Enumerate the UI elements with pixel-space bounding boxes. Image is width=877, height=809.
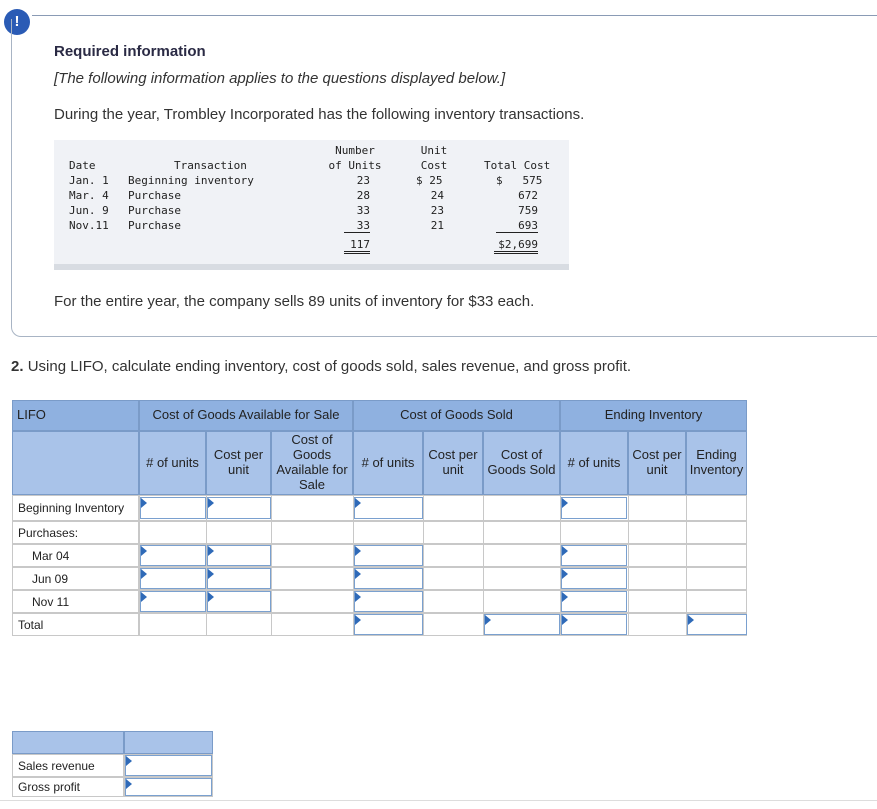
sales-note: For the entire year, the company sells 8… (54, 293, 535, 310)
total-cogs-units-input[interactable] (354, 614, 423, 635)
col-divider (206, 495, 207, 636)
mar-ei-units-input[interactable] (561, 545, 627, 566)
row-label-header (12, 431, 139, 495)
nov-cogs-units-input[interactable] (354, 591, 423, 612)
beginning-cogs-units-input[interactable] (354, 497, 423, 519)
row-total: Total (12, 613, 139, 636)
grid-row (139, 613, 747, 636)
question-number: 2. (11, 358, 24, 375)
info-panel (11, 19, 877, 337)
row-nov-11: Nov 11 (12, 590, 139, 613)
col-divider (353, 495, 354, 636)
row-total: 693 (496, 219, 538, 233)
row-mar-04: Mar 04 (12, 544, 139, 567)
total-cost-header: Total Cost (484, 159, 551, 172)
row-unit-cost: 21 (430, 219, 444, 232)
col-divider (628, 495, 629, 636)
ei-col-header: Ending Inventory (686, 431, 747, 495)
row-total: 672 (518, 189, 538, 202)
ending-group-header: Ending Inventory (560, 400, 747, 431)
row-units: 23 (356, 174, 370, 187)
cost-per-unit-col-header: Cost per unit (206, 431, 271, 495)
row-date: Mar. 4 (69, 189, 109, 202)
row-date: Jan. 1 (69, 174, 109, 187)
cost-header-1: Unit (420, 144, 448, 157)
gross-profit-label: Gross profit (12, 777, 124, 797)
total-ei-units-input[interactable] (561, 614, 627, 635)
nov-cost-per-unit-input[interactable] (207, 591, 271, 612)
col-divider (423, 495, 424, 636)
divider (32, 15, 877, 16)
row-units: 33 (356, 204, 370, 217)
cogs-group-header: Cost of Goods Sold (353, 400, 560, 431)
sales-revenue-input[interactable] (125, 755, 212, 776)
sales-revenue-label: Sales revenue (12, 754, 124, 777)
gross-profit-input[interactable] (125, 778, 212, 796)
col-divider (271, 495, 272, 636)
row-unit-cost: 23 (430, 204, 444, 217)
info-note: [The following information applies to th… (54, 70, 506, 87)
beginning-units-input[interactable] (140, 497, 206, 519)
required-info-title: Required information (54, 43, 206, 60)
row-beginning-inventory: Beginning Inventory (12, 495, 139, 521)
page-divider (0, 800, 877, 801)
intro-text: During the year, Trombley Incorporated h… (54, 106, 585, 123)
beginning-ei-units-input[interactable] (561, 497, 627, 519)
row-units: 33 (344, 219, 370, 233)
lifo-method-label: LIFO (12, 400, 139, 431)
jun-cogs-units-input[interactable] (354, 568, 423, 589)
transaction-header: Transaction (174, 159, 247, 172)
mar-cost-per-unit-input[interactable] (207, 545, 271, 566)
cogs-units-col-header: # of units (353, 431, 423, 495)
cogs-cost-per-unit-col-header: Cost per unit (423, 431, 483, 495)
row-transaction: Purchase (128, 219, 181, 232)
row-units: 28 (356, 189, 370, 202)
units-header-2: of Units (328, 159, 382, 172)
row-date: Jun. 9 (69, 204, 109, 217)
jun-cost-per-unit-input[interactable] (207, 568, 271, 589)
question-text: 2. Using LIFO, calculate ending inventor… (11, 358, 631, 375)
inventory-transactions-table: Number of Units Unit Cost Date Transacti… (54, 140, 569, 270)
table-bottom-bar (54, 264, 569, 270)
lifo-table: LIFO Cost of Goods Available for Sale Co… (12, 400, 747, 636)
total-ending-inventory-input[interactable] (687, 614, 747, 635)
row-total: 759 (518, 204, 538, 217)
ei-cost-per-unit-col-header: Cost per unit (628, 431, 686, 495)
cost-header-2: Cost (420, 159, 448, 172)
nov-ei-units-input[interactable] (561, 591, 627, 612)
total-cogs-input[interactable] (484, 614, 560, 635)
row-transaction: Purchase (128, 189, 181, 202)
date-header: Date (69, 159, 96, 172)
col-divider (686, 495, 687, 636)
total-units: 117 (344, 238, 370, 254)
mar-units-input[interactable] (140, 545, 206, 566)
cogs-col-header: Cost of Goods Sold (483, 431, 560, 495)
row-total: $ 575 (496, 174, 543, 187)
jun-ei-units-input[interactable] (561, 568, 627, 589)
row-transaction: Beginning inventory (128, 174, 254, 187)
row-jun-09: Jun 09 (12, 567, 139, 590)
cogas-col-header: Cost of Goods Available for Sale (271, 431, 353, 495)
row-unit-cost: $ 25 (416, 174, 443, 187)
summary-value-header (124, 731, 213, 754)
row-transaction: Purchase (128, 204, 181, 217)
units-col-header: # of units (139, 431, 206, 495)
units-header-1: Number (335, 144, 375, 157)
question-body: Using LIFO, calculate ending inventory, … (27, 358, 632, 375)
summary-label-header (12, 731, 124, 754)
row-unit-cost: 24 (430, 189, 444, 202)
mar-cogs-units-input[interactable] (354, 545, 423, 566)
row-purchases: Purchases: (12, 521, 139, 544)
grid-row (139, 521, 747, 544)
col-divider (483, 495, 484, 636)
row-date: Nov.11 (69, 219, 109, 232)
ei-units-col-header: # of units (560, 431, 628, 495)
jun-units-input[interactable] (140, 568, 206, 589)
cogas-group-header: Cost of Goods Available for Sale (139, 400, 353, 431)
col-divider (560, 495, 561, 636)
total-cost: $2,699 (494, 238, 538, 254)
nov-units-input[interactable] (140, 591, 206, 612)
beginning-cost-per-unit-input[interactable] (207, 497, 271, 519)
